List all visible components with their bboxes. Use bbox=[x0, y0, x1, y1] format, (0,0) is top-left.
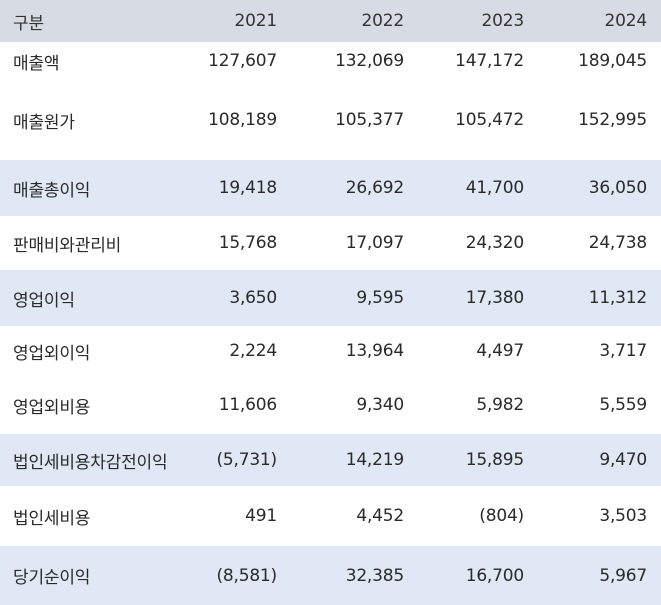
table-row: 매출원가 108,189 105,377 105,472 152,995 bbox=[0, 80, 661, 160]
cell-2023: 16,700 bbox=[465, 565, 524, 586]
cell-2021: (8,581) bbox=[216, 565, 277, 586]
cell-2022: 13,964 bbox=[345, 341, 404, 361]
cell-2023: 147,172 bbox=[455, 51, 524, 71]
table-row: 영업이익 3,650 9,595 17,380 11,312 bbox=[0, 270, 661, 326]
cell-2022: 9,595 bbox=[356, 288, 404, 308]
cell-2024: 3,503 bbox=[599, 506, 647, 526]
row-label: 영업이익 bbox=[13, 290, 75, 311]
cell-2021: 15,768 bbox=[218, 233, 277, 253]
row-label: 당기순이익 bbox=[13, 568, 91, 588]
cell-2024: 189,045 bbox=[578, 51, 647, 71]
cell-2021: 3,650 bbox=[229, 288, 277, 308]
table-row: 법인세비용차감전이익 (5,731) 14,219 15,895 9,470 bbox=[0, 434, 661, 486]
cell-2021: 19,418 bbox=[218, 178, 277, 198]
row-label: 판매비와관리비 bbox=[13, 235, 122, 256]
cell-2022: 17,097 bbox=[345, 233, 404, 253]
cell-2023: 5,982 bbox=[476, 395, 524, 415]
cell-2022: 32,385 bbox=[345, 565, 404, 586]
cell-2023: 15,895 bbox=[465, 450, 524, 470]
cell-2022: 26,692 bbox=[345, 178, 404, 198]
cell-2021: 491 bbox=[245, 506, 277, 526]
row-label: 법인세비용차감전이익 bbox=[13, 452, 168, 473]
cell-2024: 36,050 bbox=[588, 178, 647, 198]
cell-2023: 4,497 bbox=[476, 341, 524, 361]
table-row: 당기순이익 (8,581) 32,385 16,700 5,967 bbox=[0, 546, 661, 605]
cell-2023: (804) bbox=[479, 506, 524, 526]
cell-2022: 105,377 bbox=[335, 110, 404, 130]
cell-2022: 132,069 bbox=[335, 51, 404, 71]
cell-2024: 24,738 bbox=[588, 233, 647, 253]
cell-2022: 14,219 bbox=[345, 450, 404, 470]
cell-2023: 24,320 bbox=[465, 233, 524, 253]
header-cell-2021: 2021 bbox=[234, 11, 278, 31]
header-cell-2022: 2022 bbox=[361, 11, 405, 31]
cell-2023: 17,380 bbox=[465, 288, 524, 308]
row-label: 영업외이익 bbox=[13, 343, 91, 364]
cell-2023: 105,472 bbox=[455, 110, 524, 130]
table-row: 영업외비용 11,606 9,340 5,982 5,559 bbox=[0, 376, 661, 434]
cell-2024: 5,967 bbox=[599, 565, 647, 586]
cell-2024: 9,470 bbox=[599, 450, 647, 470]
cell-2023: 41,700 bbox=[465, 178, 524, 198]
table-row: 매출총이익 19,418 26,692 41,700 36,050 bbox=[0, 160, 661, 216]
table-header: 구분 2021 2022 2023 2024 bbox=[0, 0, 661, 42]
table-row: 영업외이익 2,224 13,964 4,497 3,717 bbox=[0, 326, 661, 376]
cell-2021: 127,607 bbox=[208, 51, 277, 71]
header-cell-2023: 2023 bbox=[481, 11, 525, 31]
row-label: 매출액 bbox=[13, 53, 60, 74]
header-cell-category: 구분 bbox=[13, 13, 44, 34]
cell-2022: 9,340 bbox=[356, 395, 404, 415]
table-row: 법인세비용 491 4,452 (804) 3,503 bbox=[0, 486, 661, 546]
header-cell-2024: 2024 bbox=[604, 11, 648, 31]
row-label: 법인세비용 bbox=[13, 508, 91, 529]
cell-2021: 2,224 bbox=[229, 341, 277, 361]
cell-2024: 11,312 bbox=[588, 288, 647, 308]
cell-2024: 5,559 bbox=[599, 395, 647, 415]
row-label: 매출총이익 bbox=[13, 180, 91, 201]
cell-2021: 11,606 bbox=[218, 395, 277, 415]
row-label: 영업외비용 bbox=[13, 397, 91, 418]
table-row: 판매비와관리비 15,768 17,097 24,320 24,738 bbox=[0, 216, 661, 270]
row-label: 매출원가 bbox=[13, 112, 75, 133]
cell-2022: 4,452 bbox=[356, 506, 404, 526]
cell-2024: 3,717 bbox=[599, 341, 647, 361]
cell-2021: (5,731) bbox=[216, 450, 277, 470]
cell-2021: 108,189 bbox=[208, 110, 277, 130]
cell-2024: 152,995 bbox=[578, 110, 647, 130]
table-row: 매출액 127,607 132,069 147,172 189,045 bbox=[0, 42, 661, 80]
